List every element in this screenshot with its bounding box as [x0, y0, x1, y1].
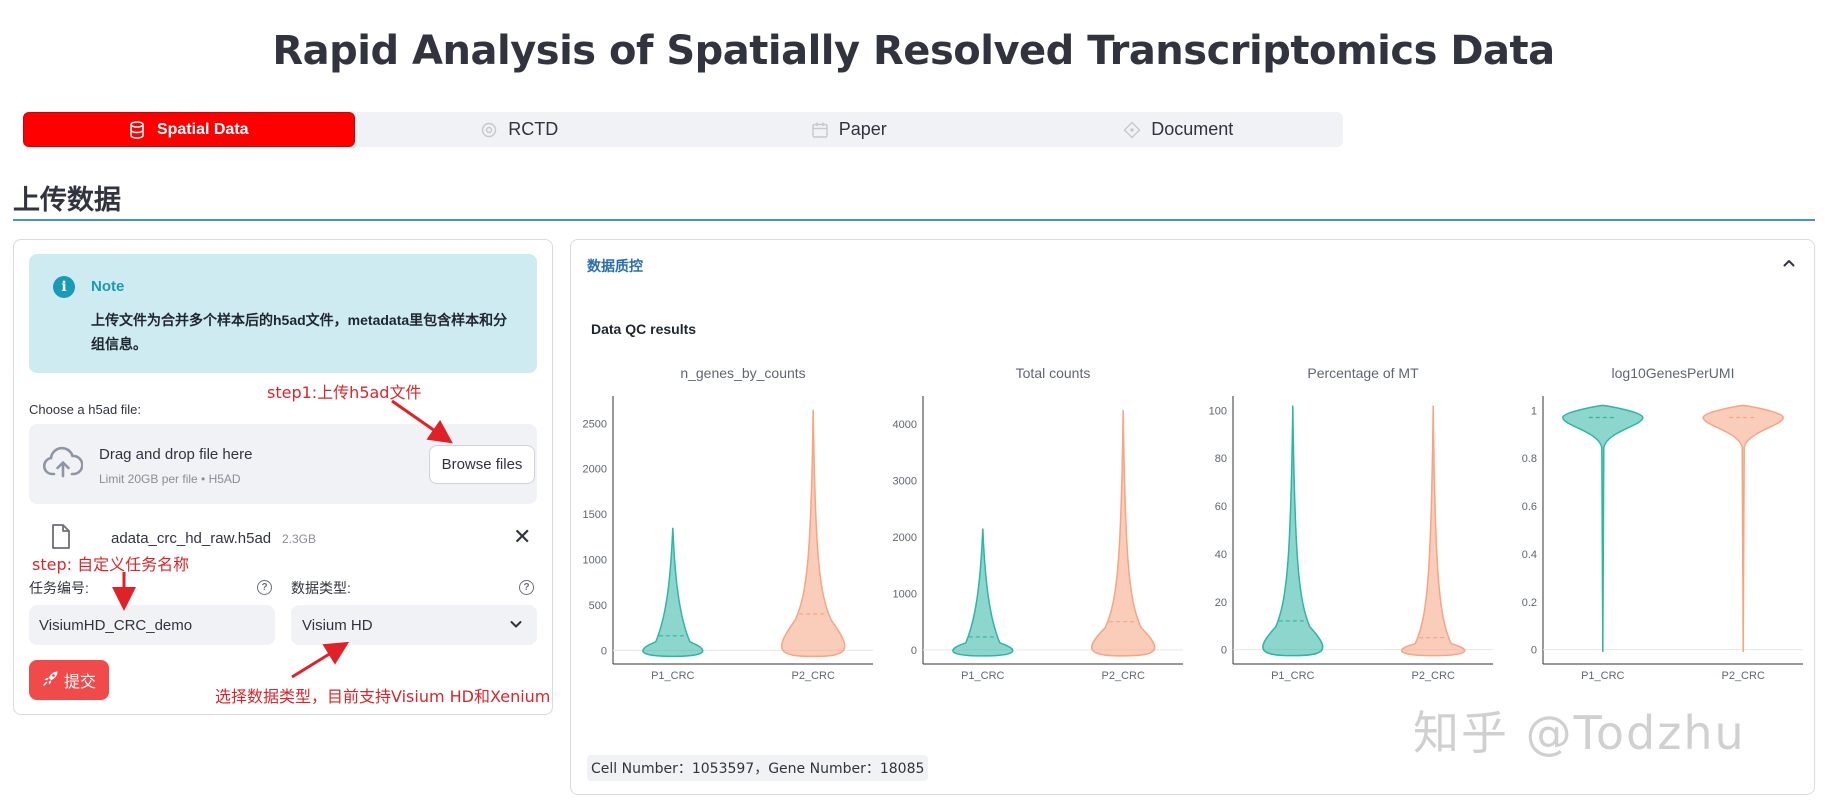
dropzone-title: Drag and drop file here — [99, 446, 253, 463]
cloud-upload-icon — [42, 446, 84, 482]
qc-title: Data QC results — [591, 321, 697, 337]
section-title: 上传数据 — [13, 185, 121, 216]
x-tick-label: P2_CRC — [1411, 670, 1454, 682]
tab-bar: Spatial Data RCTD Paper Document — [23, 112, 1343, 147]
violin-p2-crc — [1401, 405, 1466, 657]
tab-rctd[interactable]: RCTD — [355, 112, 685, 147]
uploaded-file-row: adata_crc_hd_raw.h5ad 2.3GB ✕ — [29, 522, 537, 556]
rocket-icon — [42, 669, 60, 692]
qc-violin-charts: n_genes_by_counts05001000150020002500P1_… — [583, 365, 1803, 682]
y-tick-label: 0 — [911, 645, 917, 657]
tab-paper[interactable]: Paper — [684, 112, 1014, 147]
y-tick-label: 4000 — [893, 419, 917, 431]
submit-button[interactable]: 提交 — [29, 660, 109, 700]
annotation-step1: step1:上传h5ad文件 — [267, 383, 422, 402]
tab-label: Document — [1151, 119, 1234, 139]
y-tick-label: 80 — [1215, 453, 1227, 465]
x-tick-label: P1_CRC — [1271, 670, 1314, 682]
page-title: Rapid Analysis of Spatially Resolved Tra… — [272, 28, 1555, 74]
y-tick-label: 0 — [1531, 645, 1537, 657]
tab-label: RCTD — [508, 119, 559, 139]
annotation-step3: 选择数据类型，目前支持Visium HD和Xenium — [215, 687, 551, 706]
y-tick-label: 2000 — [583, 464, 607, 476]
x-tick-label: P1_CRC — [961, 670, 1004, 682]
violin-p1-crc — [1562, 404, 1644, 653]
y-tick-label: 100 — [1209, 405, 1227, 417]
x-tick-label: P2_CRC — [1101, 670, 1144, 682]
tab-document[interactable]: Document — [1014, 112, 1344, 147]
gear-icon — [480, 121, 498, 139]
y-tick-label: 0.8 — [1522, 453, 1537, 465]
y-tick-label: 0 — [1221, 645, 1227, 657]
info-note: i Note 上传文件为合并多个样本后的h5ad文件，metadata里包含样本… — [29, 254, 537, 373]
violin-p2-crc — [781, 409, 846, 658]
note-title: Note — [91, 278, 125, 295]
y-tick-label: 40 — [1215, 549, 1227, 561]
y-tick-label: 1 — [1531, 405, 1537, 417]
file-uploader-label: Choose a h5ad file: — [29, 402, 142, 417]
help-icon[interactable]: ? — [519, 580, 534, 595]
help-icon[interactable]: ? — [257, 580, 272, 595]
y-tick-label: 2000 — [893, 532, 917, 544]
data-type-label: 数据类型: — [291, 580, 351, 596]
y-tick-label: 2500 — [583, 418, 607, 430]
submit-label: 提交 — [63, 674, 96, 691]
x-tick-label: P2_CRC — [791, 670, 834, 682]
file-name: adata_crc_hd_raw.h5ad — [111, 530, 272, 547]
chart-title: log10GenesPerUMI — [1612, 365, 1735, 381]
violin-p1-crc — [952, 528, 1014, 657]
y-tick-label: 0.4 — [1522, 549, 1537, 561]
info-icon: i — [53, 276, 75, 298]
arrow-to-browse — [391, 399, 453, 444]
y-tick-label: 60 — [1215, 501, 1227, 513]
y-tick-label: 1000 — [893, 588, 917, 600]
annotation-step2: step: 自定义任务名称 — [32, 555, 190, 574]
violin-p2-crc — [1702, 404, 1784, 653]
chart-title: Percentage of MT — [1307, 365, 1419, 381]
y-tick-label: 1500 — [583, 509, 607, 521]
file-dropzone[interactable]: Drag and drop file here Limit 20GB per f… — [29, 424, 537, 504]
violin-p2-crc — [1091, 410, 1156, 657]
tab-label: Paper — [838, 119, 887, 139]
diamond-icon — [1123, 121, 1141, 139]
y-tick-label: 0.6 — [1522, 501, 1537, 513]
data-type-value: Visium HD — [302, 616, 373, 634]
section-divider — [13, 219, 1815, 221]
chevron-up-icon[interactable] — [1782, 256, 1796, 270]
calendar-icon — [811, 121, 829, 139]
watermark: 知乎 @Todzhu — [1413, 706, 1746, 760]
violin-p1-crc — [1262, 405, 1324, 657]
y-tick-label: 0 — [601, 645, 607, 657]
chevron-down-icon — [509, 617, 523, 631]
qc-expander: 数据质控 Data QC results n_genes_by_counts 0 5… — [570, 239, 1815, 795]
y-tick-label: 0.2 — [1522, 597, 1537, 609]
y-tick-label: 500 — [589, 600, 607, 612]
upload-form-panel: i Note 上传文件为合并多个样本后的h5ad文件，metadata里包含样本… — [13, 239, 553, 715]
task-id-input[interactable]: VisiumHD_CRC_demo — [29, 605, 275, 645]
chart-title: Total counts — [1016, 365, 1091, 381]
expander-header[interactable]: 数据质控 — [587, 258, 643, 274]
data-type-select[interactable]: Visium HD — [291, 605, 537, 645]
dropzone-limit: Limit 20GB per file • H5AD — [99, 472, 241, 486]
database-icon — [129, 120, 147, 139]
x-tick-label: P1_CRC — [651, 670, 694, 682]
y-tick-label: 3000 — [893, 476, 917, 488]
violin-p1-crc — [642, 527, 704, 658]
file-size: 2.3GB — [282, 532, 317, 546]
tab-label: Spatial Data — [156, 120, 249, 138]
x-tick-label: P1_CRC — [1581, 670, 1624, 682]
tab-spatial-data[interactable]: Spatial Data — [23, 112, 355, 147]
cell-gene-count: Cell Number：1053597，Gene Number：18085 — [587, 755, 929, 781]
y-tick-label: 20 — [1215, 597, 1227, 609]
task-id-label: 任务编号: — [29, 580, 89, 596]
note-text: 上传文件为合并多个样本后的h5ad文件，metadata里包含样本和分组信息。 — [91, 312, 508, 352]
arrow-to-data-type — [291, 641, 350, 679]
x-tick-label: P2_CRC — [1721, 670, 1764, 682]
chart-title: n_genes_by_counts — [680, 365, 805, 381]
file-icon — [51, 524, 71, 550]
close-icon[interactable]: ✕ — [513, 524, 532, 549]
y-tick-label: 1000 — [583, 555, 607, 567]
browse-files-button[interactable]: Browse files — [429, 445, 535, 484]
